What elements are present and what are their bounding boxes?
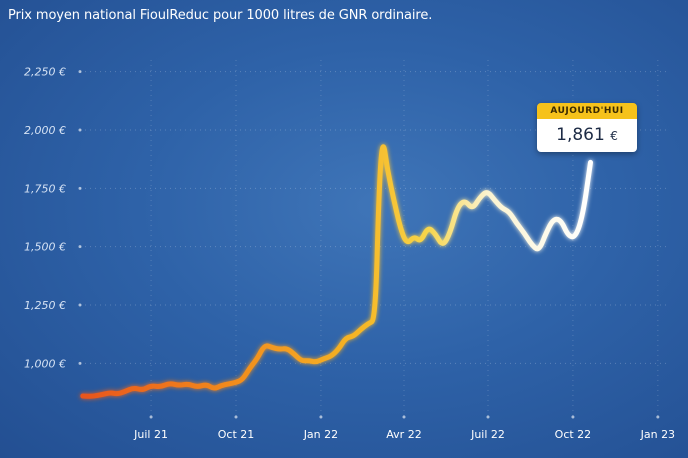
x-tick-label: Juil 21: [133, 428, 168, 441]
x-axis: Juil 21 Oct 21 Jan 22 Avr 22 Juil 22 Oct 22 Ja…: [133, 415, 675, 441]
y-tick-mark: [78, 128, 82, 132]
y-tick-label: 1,750 €: [24, 182, 66, 195]
x-tick-mark: [571, 415, 575, 419]
y-tick-mark: [78, 186, 82, 190]
callout-value: 1,861: [556, 125, 605, 145]
y-tick-mark: [78, 361, 82, 365]
x-tick-mark: [486, 415, 490, 419]
x-tick-label: Oct 22: [555, 428, 592, 441]
y-tick-mark: [78, 70, 82, 74]
y-tick-label: 1,000 €: [24, 357, 66, 370]
y-tick-label: 1,500 €: [24, 241, 66, 254]
price-series-line: [80, 144, 593, 399]
x-tick-label: Juil 22: [470, 428, 505, 441]
x-tick-label: Jan 22: [303, 428, 338, 441]
y-tick-label: 1,250 €: [24, 299, 66, 312]
x-tick-mark: [149, 415, 153, 419]
y-tick-label: 2,000 €: [24, 124, 66, 137]
y-tick-mark: [78, 303, 82, 307]
y-tick-mark: [78, 245, 82, 249]
x-tick-mark: [656, 415, 660, 419]
callout-unit: €: [610, 129, 618, 143]
chart-title: Prix moyen national FioulReduc pour 1000…: [8, 8, 433, 23]
price-series-points: [83, 137, 591, 397]
x-tick-mark: [402, 415, 406, 419]
callout-label: AUJOURD'HUI: [537, 103, 637, 119]
x-tick-mark: [319, 415, 323, 419]
today-price-callout: AUJOURD'HUI 1,861 €: [537, 103, 637, 152]
x-tick-label: Jan 23: [640, 428, 675, 441]
x-tick-label: Avr 22: [386, 428, 421, 441]
x-tick-label: Oct 21: [218, 428, 255, 441]
y-tick-label: 2,250 €: [24, 66, 66, 79]
x-tick-mark: [234, 415, 238, 419]
callout-value-box: 1,861 €: [537, 119, 637, 152]
y-axis: 1,000 € 1,250 € 1,500 € 1,750 € 2,000 € 2,250…: [24, 66, 82, 370]
